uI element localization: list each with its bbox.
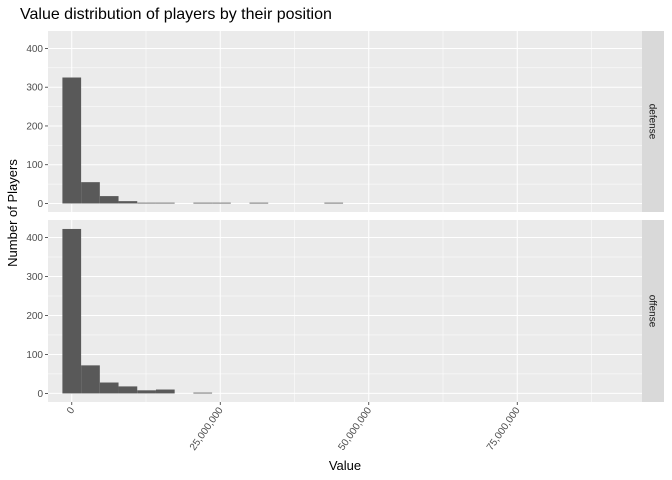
y-tick-label: 300 xyxy=(26,83,43,94)
x-tick-label: 25,000,000 xyxy=(188,405,226,453)
y-tick-label: 200 xyxy=(26,311,43,322)
y-tick-label: 100 xyxy=(26,160,43,171)
histogram-bar xyxy=(99,382,119,394)
facet-strip-label: offense xyxy=(647,295,658,328)
y-tick-label: 400 xyxy=(26,233,43,244)
x-tick-label: 50,000,000 xyxy=(336,405,374,453)
histogram-bar xyxy=(249,202,269,204)
histogram-bar xyxy=(137,202,156,204)
x-axis: 0 25,000,000 50,000,000 75,000,000 xyxy=(65,402,523,453)
histogram-bar xyxy=(324,202,344,204)
y-tick-label: 100 xyxy=(26,350,43,361)
histogram-bar xyxy=(137,390,156,394)
panel-offense: 0 100 200 300 400 offense xyxy=(26,220,664,402)
y-tick-label: 400 xyxy=(26,44,43,55)
histogram-bar xyxy=(193,392,213,394)
histogram-bar xyxy=(62,228,82,394)
facet-strip xyxy=(642,31,664,212)
histogram-bar xyxy=(118,386,138,394)
x-tick-label: 0 xyxy=(65,405,77,416)
y-tick-label: 0 xyxy=(37,389,43,400)
histogram-bar xyxy=(155,202,175,204)
y-axis-title: Number of Players xyxy=(5,159,20,267)
histogram-bar xyxy=(155,389,175,394)
histogram-bar xyxy=(62,77,82,204)
histogram-bar xyxy=(99,196,119,204)
facet-panels: 0 100 200 300 400 defense 0 100 200 300 400 offense xyxy=(26,31,664,402)
panel-background xyxy=(48,31,642,212)
histogram-bar xyxy=(212,202,231,204)
facet-strip-label: defense xyxy=(647,104,658,140)
chart-title: Value distribution of players by their p… xyxy=(20,6,332,23)
histogram-bar xyxy=(118,201,138,204)
histogram-bar xyxy=(81,182,100,204)
panel-background xyxy=(48,220,642,402)
y-tick-label: 200 xyxy=(26,121,43,132)
y-tick-label: 0 xyxy=(37,199,43,210)
x-tick-label: 75,000,000 xyxy=(485,405,523,453)
y-tick-label: 300 xyxy=(26,272,43,283)
histogram-bar xyxy=(81,365,100,394)
x-axis-title: Value xyxy=(329,458,361,473)
histogram-bar xyxy=(193,202,213,204)
facet-strip xyxy=(642,220,664,402)
panel-defense: 0 100 200 300 400 defense xyxy=(26,31,664,212)
